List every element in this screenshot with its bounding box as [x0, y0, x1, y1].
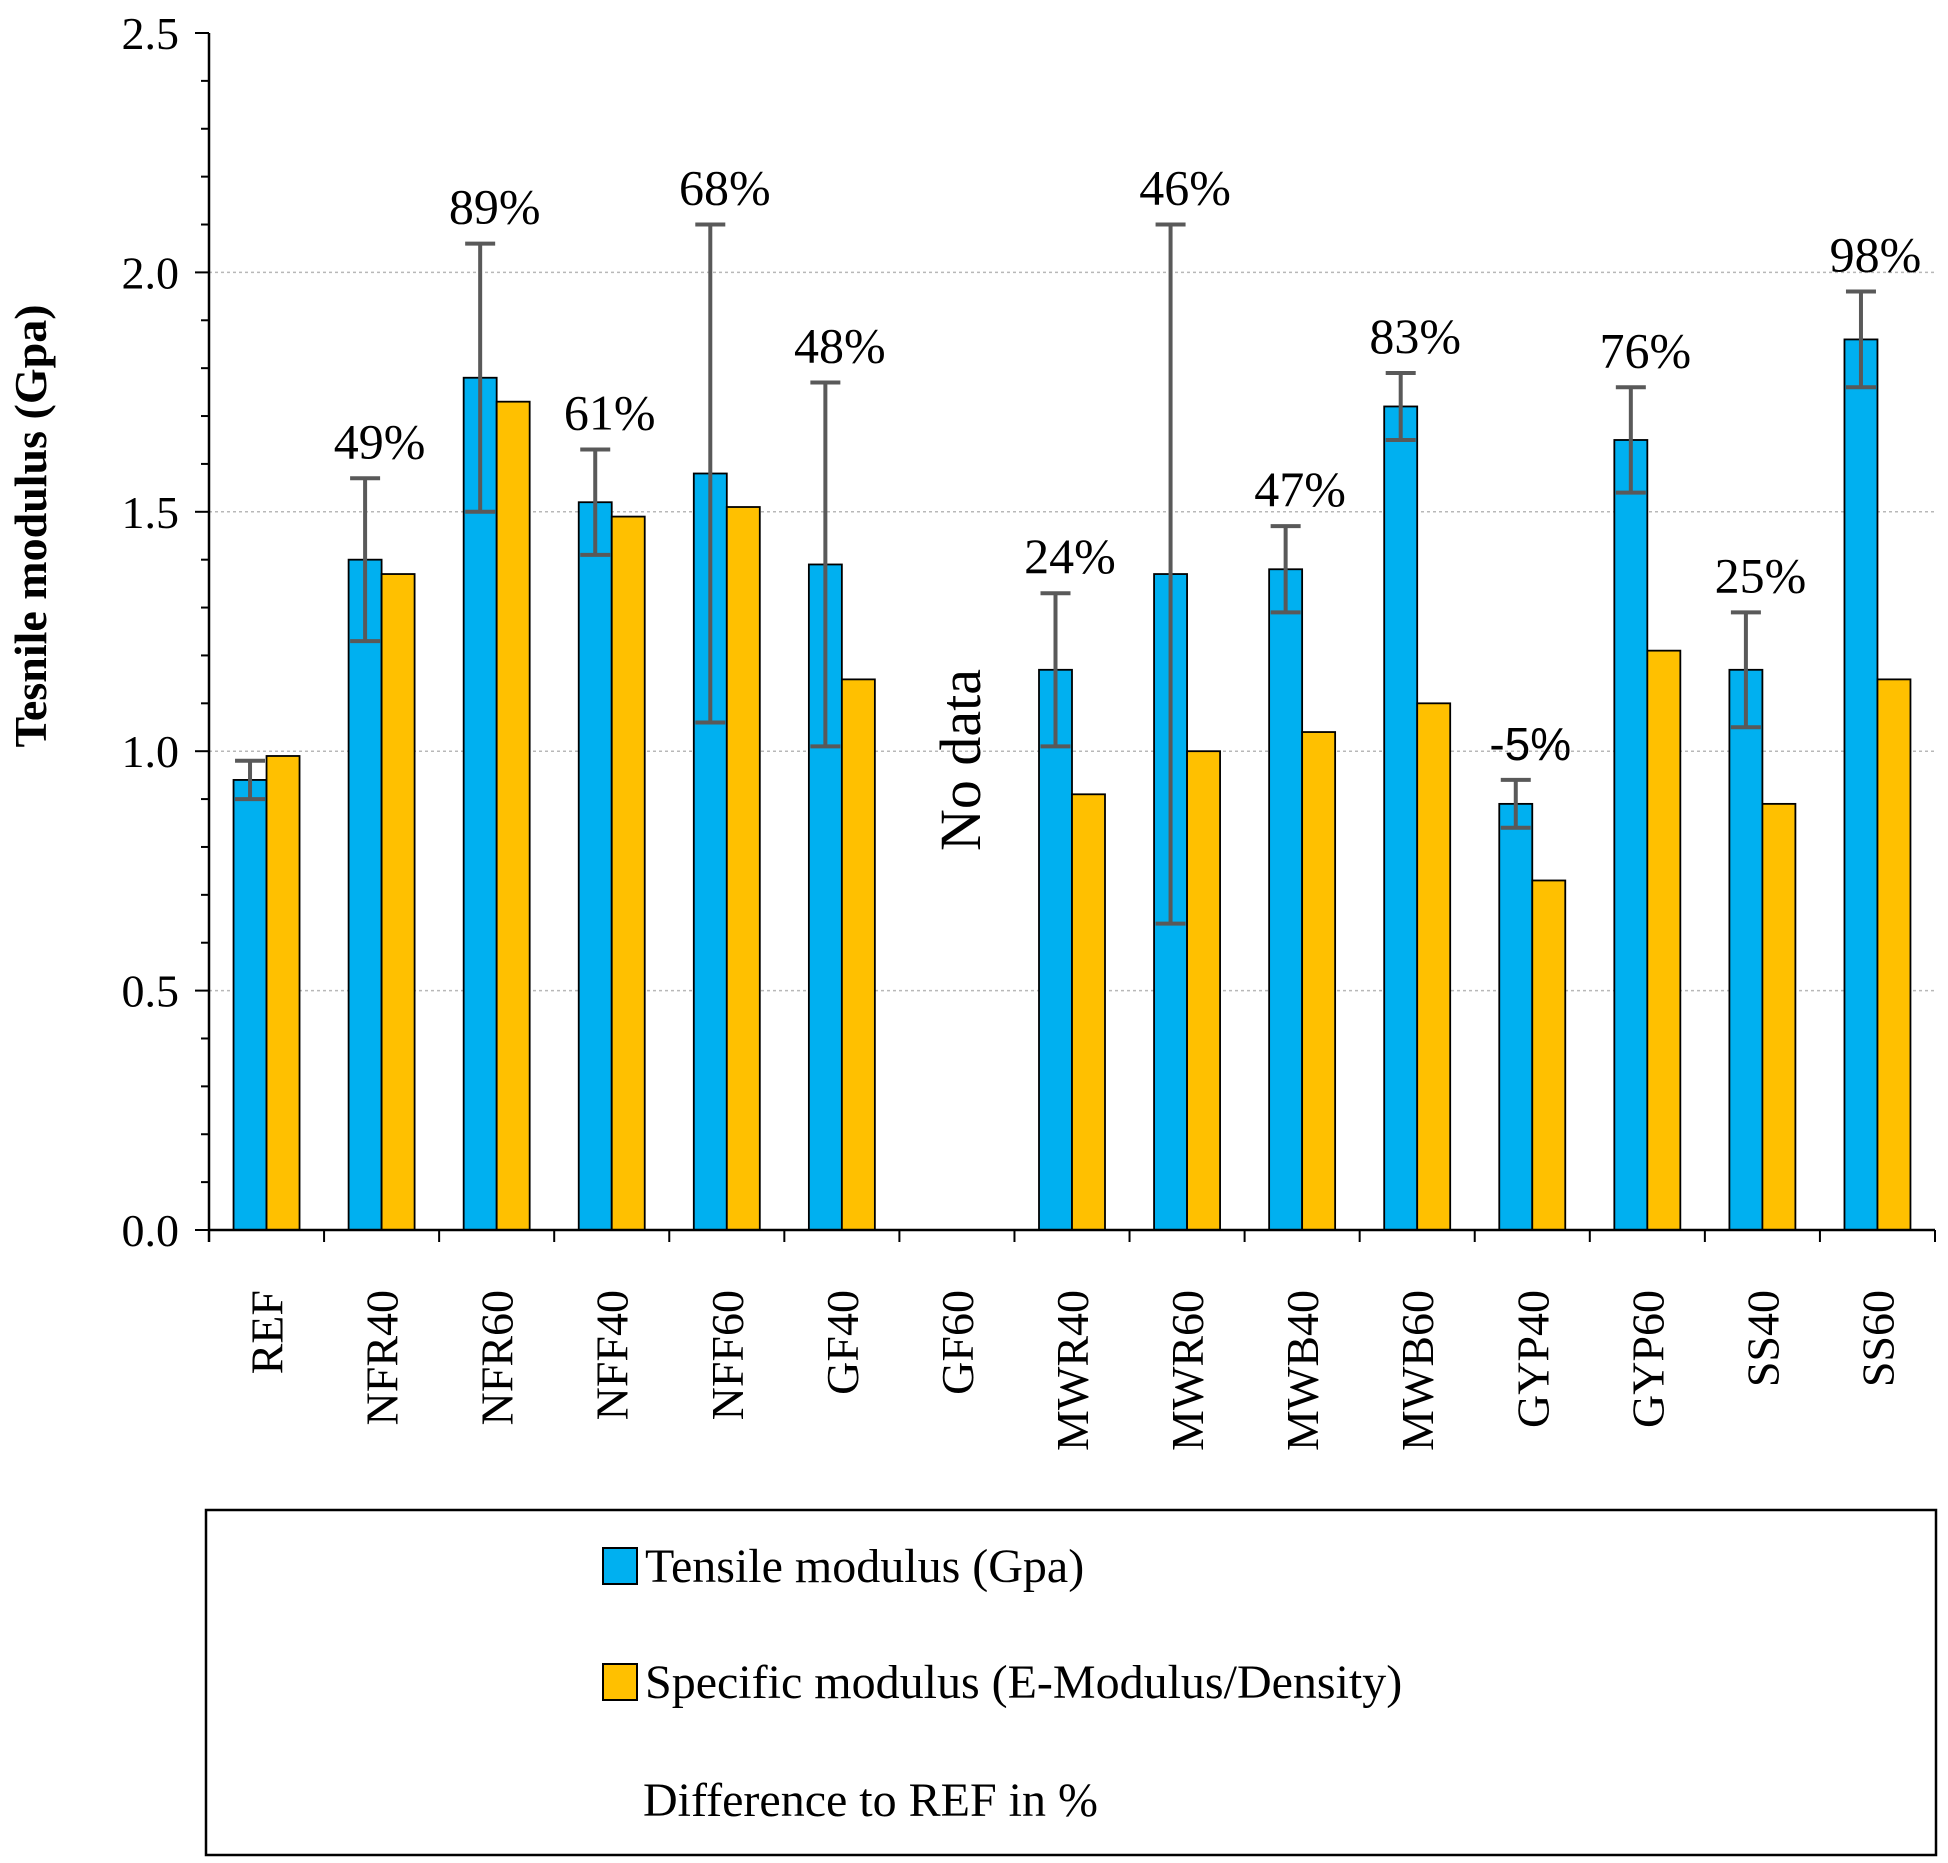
category-label-gyp60: GYP60: [1622, 1290, 1673, 1428]
error-bar-nfr40: [350, 476, 381, 644]
x-axis-categories: REF NFR40 NFR60 NFF40 NFF60 GF40 GF60 MWR40 MWR6…: [242, 1290, 1904, 1451]
category-label-nfr40: NFR40: [357, 1290, 408, 1425]
bar-tensile-ref: [232, 779, 268, 1231]
bar-specific-mwb60: [1416, 702, 1452, 1231]
bar-specific-mwr60: [1186, 750, 1221, 1231]
bar-tensile-nff40: [577, 501, 613, 1231]
y-axis-ticks: 0.0 0.5 1.0 1.5 2.0 2.5: [122, 8, 209, 1256]
category-label-ss60: SS60: [1852, 1290, 1903, 1387]
bar-specific-ss60: [1876, 678, 1912, 1231]
difference-labels: 49% 89% 61% 68% 48% 24% 46% 47% 83% -5% 76% 25% 98%: [334, 160, 1922, 770]
bar-specific-gf40: [840, 678, 876, 1231]
legend-label-tensile: Tensile modulus (Gpa): [645, 1540, 1084, 1593]
error-bar-ref: [235, 758, 266, 802]
error-bar-mwr60: [1155, 222, 1186, 926]
category-label-nff60: NFF60: [702, 1290, 753, 1420]
error-bar-ss60: [1845, 289, 1876, 390]
difference-label-mwr40: 24%: [1024, 528, 1116, 584]
bar-tensile-ss40: [1728, 668, 1764, 1231]
category-label-ss40: SS40: [1737, 1290, 1788, 1387]
y-tick-label: 2.0: [122, 247, 180, 298]
error-bar-gf40: [810, 380, 841, 749]
error-bar-gyp60: [1615, 385, 1646, 495]
y-axis-title: Tesnile modulus (Gpa): [5, 304, 56, 747]
difference-label-gyp40: -5%: [1489, 718, 1571, 770]
bar-specific-ss40: [1761, 802, 1797, 1231]
category-label-mwr40: MWR40: [1047, 1290, 1098, 1451]
error-bar-ss40: [1730, 610, 1761, 730]
difference-label-nff40: 61%: [564, 385, 656, 441]
y-tick-label: 1.5: [122, 487, 180, 538]
no-data-label: No data: [928, 669, 993, 851]
legend-label-difference: Difference to REF in %: [643, 1774, 1098, 1827]
difference-label-mwr60: 46%: [1139, 160, 1231, 216]
bar-tensile-gyp60: [1613, 439, 1649, 1231]
difference-label-ss40: 25%: [1715, 547, 1807, 603]
bar-tensile-ss60: [1843, 338, 1879, 1231]
error-bars: [235, 222, 1876, 926]
category-label-mwr60: MWR60: [1162, 1290, 1213, 1451]
difference-label-nff60: 68%: [679, 160, 771, 216]
bar-specific-nfr40: [380, 573, 416, 1231]
bar-tensile-mwb40: [1268, 568, 1304, 1231]
legend-swatch-specific: [602, 1663, 638, 1701]
y-tick-label: 0.0: [122, 1205, 180, 1256]
category-label-ref: REF: [242, 1290, 293, 1374]
legend: Tensile modulus (Gpa) Specific modulus (…: [204, 1508, 1938, 1857]
category-label-gf60: GF60: [932, 1290, 983, 1395]
category-label-nfr60: NFR60: [472, 1290, 523, 1425]
category-label-mwb40: MWB40: [1277, 1290, 1328, 1451]
bar-specific-mwb40: [1301, 731, 1337, 1231]
bar-specific-gyp40: [1531, 879, 1567, 1231]
legend-frame: [204, 1508, 1938, 1857]
difference-label-ss60: 98%: [1830, 227, 1922, 283]
bar-specific-nff60: [725, 506, 761, 1231]
bar-specific-gyp60: [1646, 649, 1682, 1231]
bar-tensile-mwr40: [1038, 668, 1073, 1231]
error-bar-mwb60: [1385, 370, 1416, 442]
y-tick-label: 1.0: [122, 726, 180, 777]
bar-specific-ref: [265, 755, 301, 1231]
difference-label-mwb40: 47%: [1254, 461, 1346, 517]
bar-tensile-nfr40: [347, 558, 383, 1231]
bar-tensile-nfr60: [462, 376, 498, 1231]
difference-label-mwb60: 83%: [1369, 308, 1461, 364]
category-label-nff40: NFF40: [587, 1290, 638, 1420]
category-label-mwb60: MWB60: [1392, 1290, 1443, 1451]
difference-label-nfr60: 89%: [449, 179, 541, 235]
axes: [207, 33, 1936, 1242]
legend-label-specific: Specific modulus (E-Modulus/Density): [645, 1656, 1402, 1709]
error-bar-nff60: [695, 222, 726, 725]
bars: [232, 338, 1912, 1231]
category-label-gf40: GF40: [817, 1290, 868, 1395]
bar-tensile-mwb60: [1383, 405, 1419, 1231]
difference-label-nfr40: 49%: [334, 413, 426, 469]
error-bar-nff40: [580, 447, 611, 557]
bar-specific-mwr40: [1071, 793, 1106, 1231]
error-bar-gyp40: [1500, 777, 1531, 830]
error-bar-nfr60: [465, 241, 496, 514]
difference-label-gf40: 48%: [794, 318, 886, 374]
error-bar-mwr40: [1040, 591, 1071, 749]
bar-specific-nff40: [610, 515, 646, 1231]
error-bar-mwb40: [1270, 524, 1301, 615]
bar-specific-nfr60: [495, 400, 531, 1231]
bar-tensile-gyp40: [1498, 802, 1534, 1231]
y-tick-label: 2.5: [122, 8, 180, 59]
difference-label-gyp60: 76%: [1600, 322, 1692, 378]
y-tick-label: 0.5: [122, 966, 180, 1017]
legend-swatch-tensile: [602, 1547, 638, 1585]
category-label-gyp40: GYP40: [1507, 1290, 1558, 1428]
